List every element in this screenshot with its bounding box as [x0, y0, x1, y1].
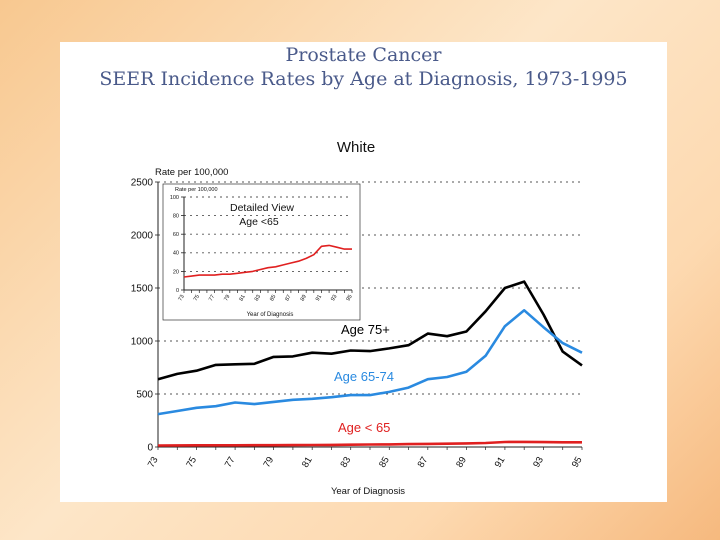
y-tick-label: 2500 — [131, 178, 154, 189]
chart-title: White — [337, 139, 375, 156]
inset-y-tick-label: 60 — [173, 232, 179, 238]
inset-x-tick-label: 75 — [193, 294, 201, 302]
series-age-65-74-line — [157, 308, 583, 416]
x-tick-label: 93 — [531, 455, 546, 470]
x-tick-label: 91 — [493, 455, 508, 470]
x-tick-label: 75 — [184, 455, 199, 470]
x-tick-label: 73 — [146, 455, 161, 470]
series-label-2: Age < 65 — [338, 420, 390, 435]
y-tick-label: 0 — [147, 443, 153, 454]
inset-x-tick-label: 95 — [345, 294, 353, 302]
x-axis-title: Year of Diagnosis — [331, 486, 405, 497]
inset-y-tick-label: 100 — [170, 195, 179, 201]
inset-x-tick-label: 83 — [254, 294, 262, 302]
inset-x-tick-label: 89 — [300, 294, 308, 302]
inset-subtitle: Age <65 — [239, 216, 279, 228]
x-tick-label: 87 — [416, 455, 431, 470]
inset-x-axis-title: Year of Diagnosis — [247, 312, 294, 318]
inset-series-age-65-line — [183, 244, 352, 278]
inset-x-tick-label: 77 — [208, 294, 216, 302]
x-tick-label: 95 — [570, 455, 585, 470]
inset-y-axis-title: Rate per 100,000 — [175, 187, 218, 193]
inset-x-tick-label: 81 — [239, 294, 247, 302]
series-age-65-line — [157, 440, 582, 447]
series-label-1: Age 65-74 — [334, 369, 394, 384]
inset-x-tick-label: 93 — [330, 294, 338, 302]
x-tick-label: 79 — [261, 455, 276, 470]
series-label-0: Age 75+ — [341, 322, 390, 337]
x-tick-label: 89 — [454, 455, 469, 470]
inset-x-tick-label: 73 — [177, 294, 185, 302]
x-tick-label: 85 — [377, 455, 392, 470]
slide-panel: Prostate Cancer SEER Incidence Rates by … — [60, 42, 667, 502]
inset-y-tick-label: 40 — [173, 251, 179, 257]
x-tick-label: 77 — [223, 455, 238, 470]
y-tick-label: 500 — [136, 390, 153, 401]
y-tick-label: 2000 — [131, 231, 154, 242]
x-tick-label: 81 — [300, 455, 315, 470]
inset-x-tick-label: 79 — [223, 294, 231, 302]
inset-panel — [162, 183, 361, 321]
inset-x-tick-label: 91 — [315, 294, 323, 302]
series-age-75-line — [157, 280, 583, 381]
inset-x-tick-label: 85 — [269, 294, 277, 302]
y-tick-label: 1500 — [131, 284, 154, 295]
x-tick-label: 83 — [339, 455, 354, 470]
y-axis-title: Rate per 100,000 — [155, 167, 228, 178]
inset-title: Detailed View — [230, 202, 294, 214]
inset-x-tick-label: 87 — [284, 294, 292, 302]
slide-subtitle: SEER Incidence Rates by Age at Diagnosis… — [99, 68, 628, 90]
inset-y-tick-label: 80 — [173, 214, 179, 220]
inset-y-tick-label: 20 — [173, 269, 179, 275]
y-tick-label: 1000 — [131, 337, 154, 348]
inset-y-tick-label: 0 — [176, 288, 179, 294]
slide-title: Prostate Cancer — [285, 44, 442, 66]
